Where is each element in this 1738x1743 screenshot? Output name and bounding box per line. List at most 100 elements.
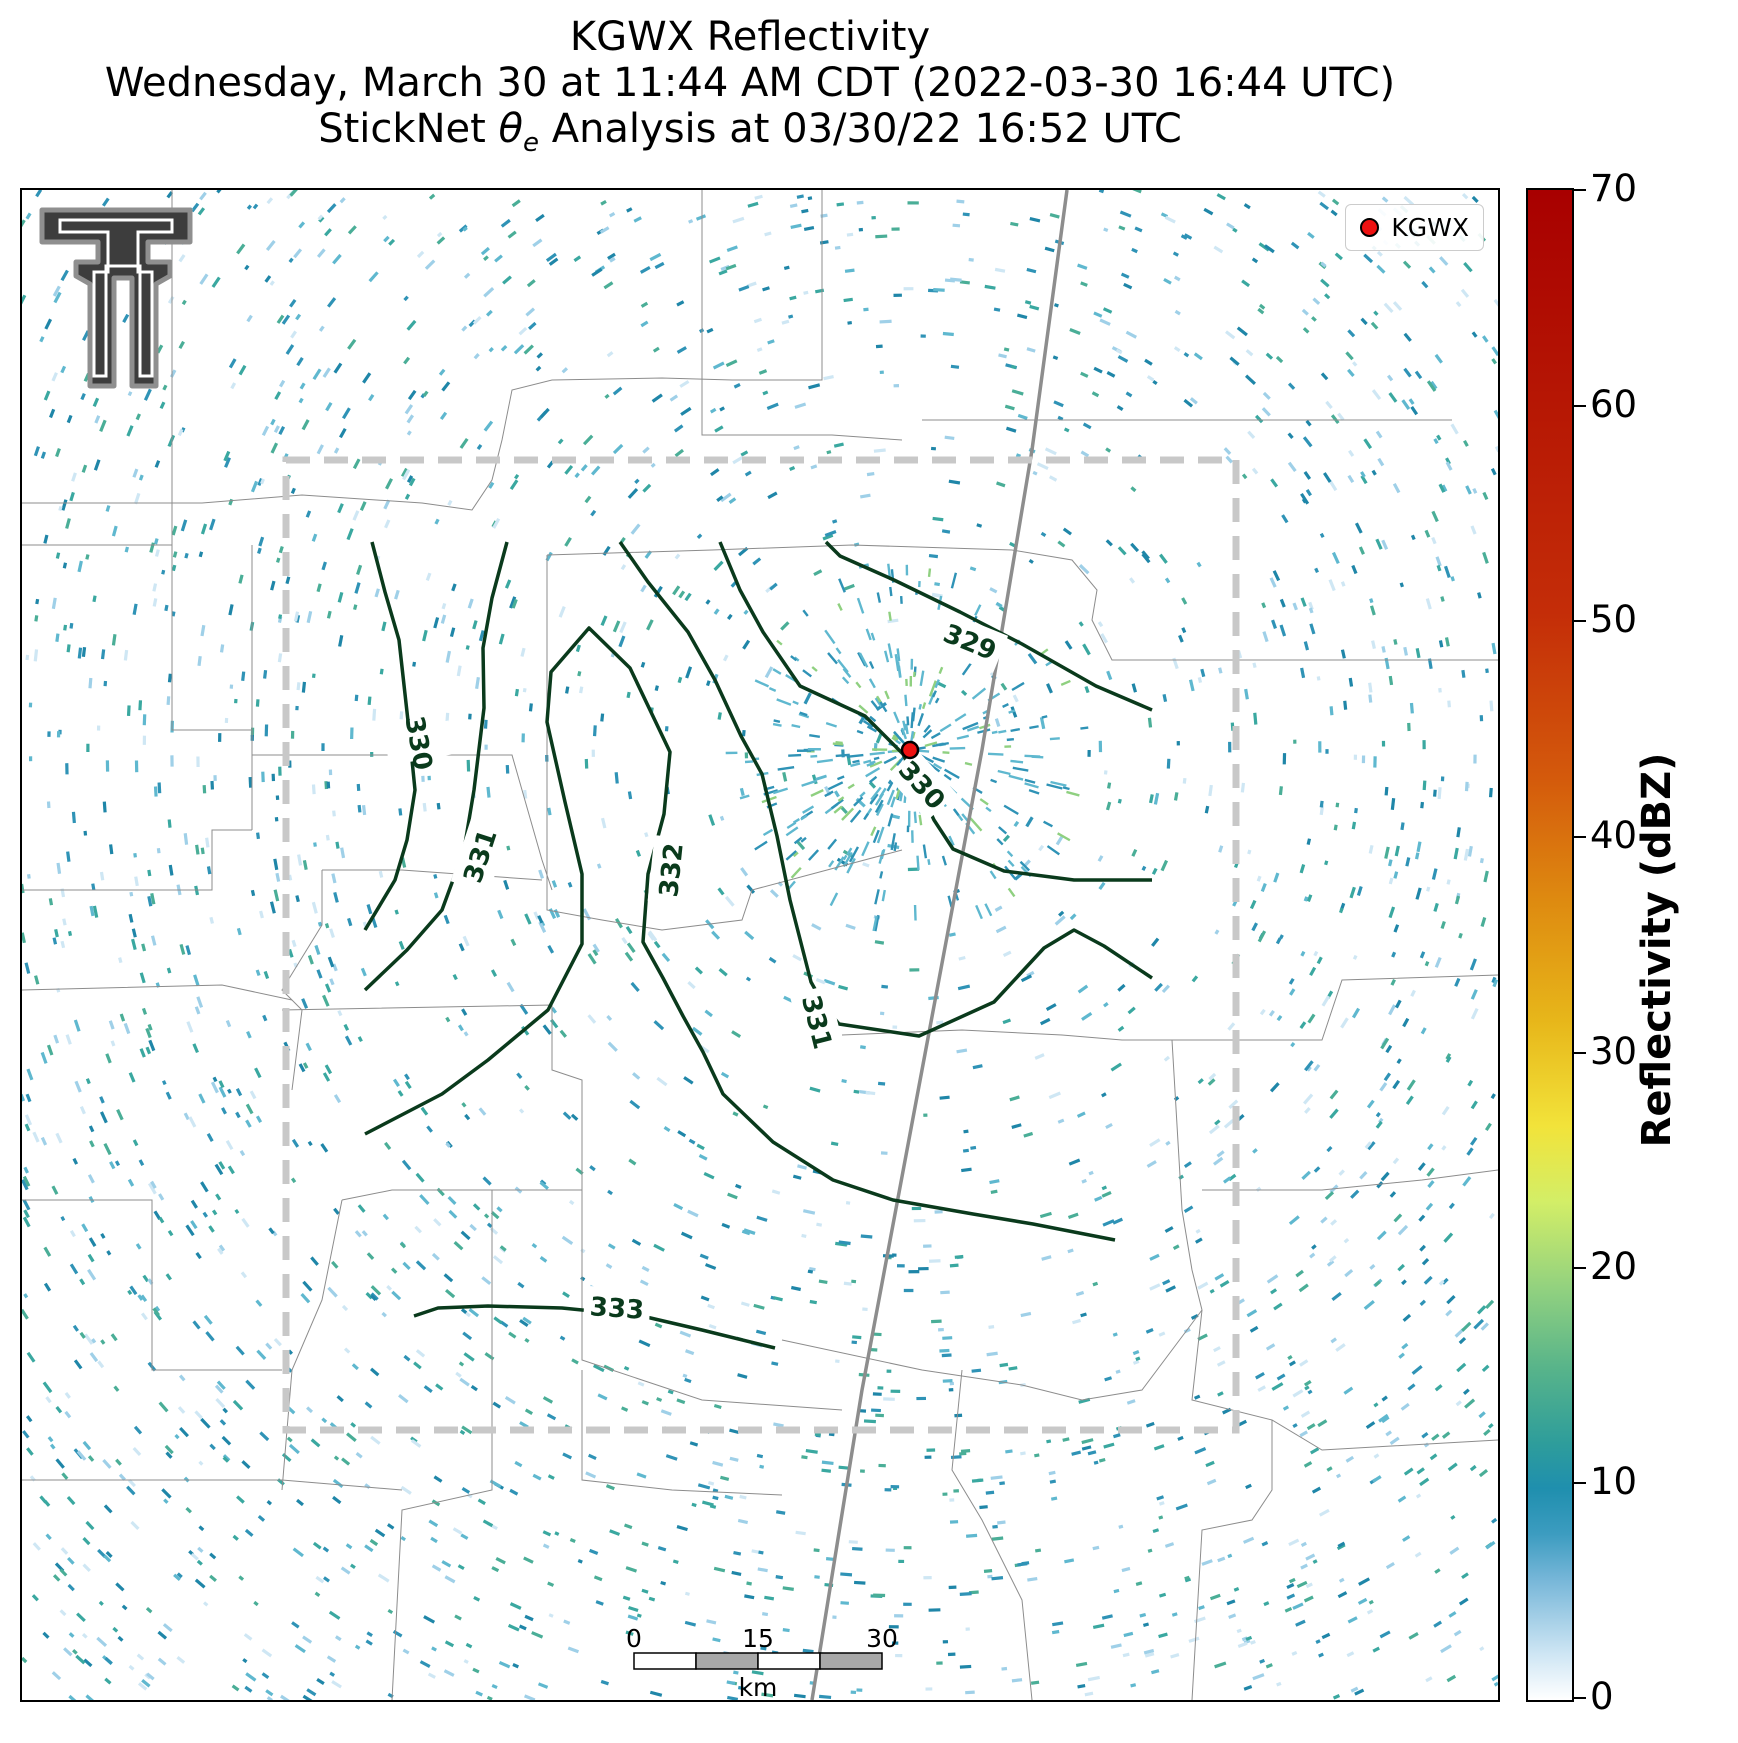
reflectivity-echo [907,867,920,872]
reflectivity-echo [735,1183,742,1189]
reflectivity-echo [1340,1017,1349,1029]
reflectivity-echo [273,889,280,902]
reflectivity-echo [724,1494,734,1500]
reflectivity-echo [739,787,745,796]
reflectivity-echo [1101,1614,1113,1620]
reflectivity-echo [1329,1255,1337,1263]
reflectivity-echo [423,1615,436,1624]
reflectivity-echo [822,533,834,541]
reflectivity-echo [478,1107,487,1116]
reflectivity-echo [1026,267,1037,274]
contour-332 [364,626,1116,1242]
reflectivity-echo [184,552,189,559]
reflectivity-echo [905,678,908,687]
reflectivity-echo [470,1384,478,1392]
reflectivity-echo [811,666,818,672]
reflectivity-echo [1303,1379,1312,1387]
reflectivity-echo [918,580,921,588]
reflectivity-echo [1401,1342,1409,1350]
reflectivity-echo [1227,1022,1236,1031]
reflectivity-echo [1006,850,1014,858]
reflectivity-echo [903,1288,914,1293]
reflectivity-echo [449,627,456,638]
reflectivity-echo [792,851,799,858]
reflectivity-echo [664,726,669,732]
reflectivity-echo [123,1022,131,1035]
reflectivity-echo [1469,1136,1478,1146]
reflectivity-echo [1193,1394,1201,1400]
reflectivity-echo [497,909,504,920]
reflectivity-echo [1117,983,1126,992]
reflectivity-echo [713,1566,726,1573]
reflectivity-echo [873,756,880,761]
reflectivity-echo [674,553,681,560]
reflectivity-echo [1347,1616,1358,1624]
reflectivity-echo [331,873,337,884]
reflectivity-echo [1029,304,1040,311]
reflectivity-echo [625,1566,638,1573]
reflectivity-echo [302,1280,313,1292]
colorbar-tick-mark [1574,1052,1586,1054]
reflectivity-echo [82,1537,91,1546]
reflectivity-echo [1067,1248,1074,1254]
reflectivity-echo [547,944,555,954]
reflectivity-echo [1324,293,1331,300]
reflectivity-echo [504,1396,516,1405]
reflectivity-echo [368,393,375,402]
reflectivity-echo [1160,859,1169,872]
reflectivity-echo [1288,1577,1296,1584]
reflectivity-echo [55,1132,63,1144]
reflectivity-echo [1290,1042,1296,1048]
kgwx-radar-marker[interactable] [900,740,920,760]
reflectivity-echo [1375,538,1383,550]
reflectivity-echo [789,203,798,209]
reflectivity-echo [524,1408,533,1415]
reflectivity-echo [988,1325,995,1329]
reflectivity-echo [406,430,412,436]
reflectivity-echo [431,1564,442,1572]
reflectivity-echo [703,1171,715,1180]
reflectivity-echo [384,1141,392,1150]
contour-333 [413,1304,776,1350]
reflectivity-echo [278,614,283,619]
reflectivity-echo [1347,329,1356,338]
reflectivity-echo [1491,642,1497,655]
reflectivity-echo [60,365,67,374]
reflectivity-echo [1403,195,1415,207]
reflectivity-echo [249,1090,257,1100]
reflectivity-echo [877,1081,886,1086]
reflectivity-echo [244,1685,253,1693]
reflectivity-echo [1153,792,1160,805]
reflectivity-echo [810,754,818,758]
reflectivity-echo [1088,1170,1094,1176]
reflectivity-echo [937,681,947,689]
reflectivity-echo [1142,1622,1150,1627]
reflectivity-echo [1369,1264,1376,1270]
reflectivity-echo [607,252,616,260]
reflectivity-echo [1123,282,1133,290]
reflectivity-echo [1251,467,1259,475]
reflectivity-echo [993,307,1001,312]
reflectivity-echo [1287,461,1297,473]
reflectivity-echo [773,1422,784,1428]
reflectivity-echo [524,1338,530,1343]
reflectivity-echo [306,610,313,624]
reflectivity-echo [208,1225,215,1233]
reflectivity-echo [1102,1219,1115,1227]
reflectivity-echo [1151,937,1160,947]
reflectivity-echo [1471,331,1478,338]
radar-map[interactable]: 329 330 330 331 332 331 333 0 15 3 [20,188,1500,1702]
reflectivity-echo [212,1076,218,1083]
reflectivity-echo [350,1422,357,1428]
reflectivity-echo [399,1242,407,1249]
reflectivity-echo [22,1216,31,1228]
reflectivity-echo [1433,438,1439,445]
reflectivity-echo [649,252,662,262]
reflectivity-echo [461,1487,471,1494]
reflectivity-echo [270,580,276,591]
reflectivity-echo [674,448,684,458]
reflectivity-echo [1470,525,1477,535]
reflectivity-echo [140,1312,148,1321]
reflectivity-echo [1163,277,1172,285]
reflectivity-echo [321,561,327,571]
